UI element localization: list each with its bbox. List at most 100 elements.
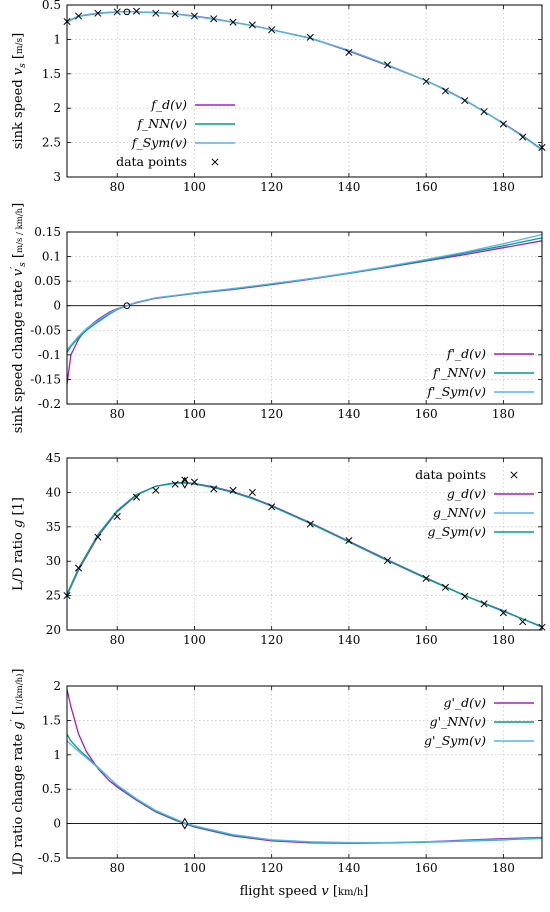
data-point (306, 520, 314, 528)
legend-label: g_NN(v) (433, 505, 486, 520)
data-point (113, 512, 121, 521)
x-tick-label: 180 (492, 407, 515, 421)
y-tick-label: -0.1 (38, 348, 61, 362)
y-tick-label: -0.5 (38, 851, 61, 865)
x-tick-label: 100 (183, 407, 206, 421)
x-tick-label: 140 (337, 407, 360, 421)
data-point (461, 592, 469, 600)
y-tick-label: 3 (53, 170, 61, 184)
x-tick-label: 100 (183, 861, 206, 875)
legend-label: g'_Sym(v) (424, 733, 486, 748)
legend-label: f_NN(v) (136, 116, 187, 131)
series-line (66, 11, 543, 151)
data-point (519, 133, 527, 141)
y-tick-label: -0.2 (38, 397, 61, 411)
data-point (248, 488, 256, 496)
sink-speed-change-rate-y-axis-label: sink speed change rate v′s [m/s / km/h] (10, 203, 28, 433)
series-line (66, 482, 543, 628)
ld-ratio-panel: 80 100 120 140 160 180 20 25 30 35 40 45 L/D ratio … (11, 451, 546, 647)
data-point (383, 61, 392, 69)
legend-swatch (510, 471, 518, 479)
ld-ratio-change-rate-plot-frame (66, 685, 543, 859)
data-point (132, 493, 141, 501)
legend-label: f_Sym(v) (131, 135, 187, 150)
y-tick-label: 30 (46, 554, 61, 568)
x-tick-label: 80 (110, 180, 125, 194)
data-point (171, 10, 179, 18)
x-tick-label: 160 (415, 633, 438, 647)
legend-label: g'_d(v) (443, 695, 486, 710)
series-line (66, 689, 543, 844)
x-tick-label: 120 (260, 407, 283, 421)
x-tick-label: 100 (183, 633, 206, 647)
data-point (229, 486, 237, 494)
data-point (268, 503, 276, 511)
data-point (480, 108, 488, 116)
y-tick-label: 1.5 (42, 713, 61, 727)
data-point (268, 26, 276, 34)
data-point (229, 18, 237, 26)
legend-swatch (211, 158, 219, 166)
series-line (66, 740, 543, 844)
x-tick-label: 140 (337, 180, 360, 194)
x-tick-label: 120 (260, 633, 283, 647)
x-tick-label: 80 (110, 633, 125, 647)
data-point (190, 12, 198, 20)
data-point (422, 574, 430, 582)
y-tick-label: 25 (46, 589, 61, 603)
data-point (499, 120, 507, 128)
y-tick-label: 0.05 (34, 274, 61, 288)
sink-speed-plot-frame (66, 4, 543, 178)
y-tick-label: 2 (53, 679, 61, 693)
data-point (345, 48, 353, 57)
data-point (132, 7, 141, 15)
y-tick-label: 0 (53, 817, 61, 831)
data-point (248, 21, 256, 29)
x-tick-label: 160 (415, 861, 438, 875)
sink-speed-change-rate-plot-frame (66, 231, 543, 405)
y-tick-label: 0.15 (34, 225, 61, 239)
y-tick-label: 0 (53, 299, 61, 313)
series-line (66, 233, 543, 351)
y-tick-label: 35 (46, 520, 61, 534)
sink-speed-panel: 80 100 120 140 160 180 0.5 1 1.5 2 2.5 3 sink speed… (11, 0, 546, 194)
x-tick-label: 180 (492, 633, 515, 647)
data-point (210, 15, 218, 23)
data-point (441, 583, 450, 591)
data-point (171, 480, 179, 488)
data-point (75, 12, 83, 20)
y-tick-label: 45 (46, 451, 61, 465)
data-point (210, 485, 218, 493)
ld-ratio-change-rate-panel: 80 100 120 140 160 180 -0.5 0 0.5 1 1.5 2 L/D ratio… (10, 669, 543, 876)
y-tick-label: 2.5 (42, 136, 61, 150)
ld-ratio-change-rate-y-axis-label: L/D ratio change rate g′ [1/(km/h)] (10, 669, 26, 876)
data-point (94, 533, 102, 541)
data-point (422, 77, 430, 85)
data-point (306, 33, 314, 41)
x-tick-label: 160 (415, 407, 438, 421)
legend-label: g_d(v) (447, 486, 486, 501)
legend-label: data points (415, 467, 486, 482)
x-tick-label: 160 (415, 180, 438, 194)
y-tick-label: -0.05 (30, 323, 61, 337)
legend-label: f'_Sym(v) (426, 384, 486, 399)
data-point (441, 87, 450, 95)
series-line (66, 240, 543, 385)
x-tick-label: 120 (260, 180, 283, 194)
y-tick-label: 0.5 (42, 0, 61, 12)
x-tick-label: 180 (492, 180, 515, 194)
sink-speed-y-axis-label: sink speed vs [m/s] (11, 33, 28, 150)
x-tick-label: 100 (183, 180, 206, 194)
data-point (461, 97, 469, 105)
x-tick-label: 80 (110, 861, 125, 875)
sink-speed-legend: f_d(v) f_NN(v) f_Sym(v)data points (116, 97, 235, 169)
y-tick-label: 0.1 (42, 250, 61, 264)
data-point (345, 537, 353, 545)
x-tick-label: 140 (337, 633, 360, 647)
x-tick-label: 140 (337, 861, 360, 875)
data-point (519, 618, 527, 626)
data-point (152, 9, 160, 17)
data-point (94, 9, 102, 17)
optimum-marker (123, 8, 131, 16)
